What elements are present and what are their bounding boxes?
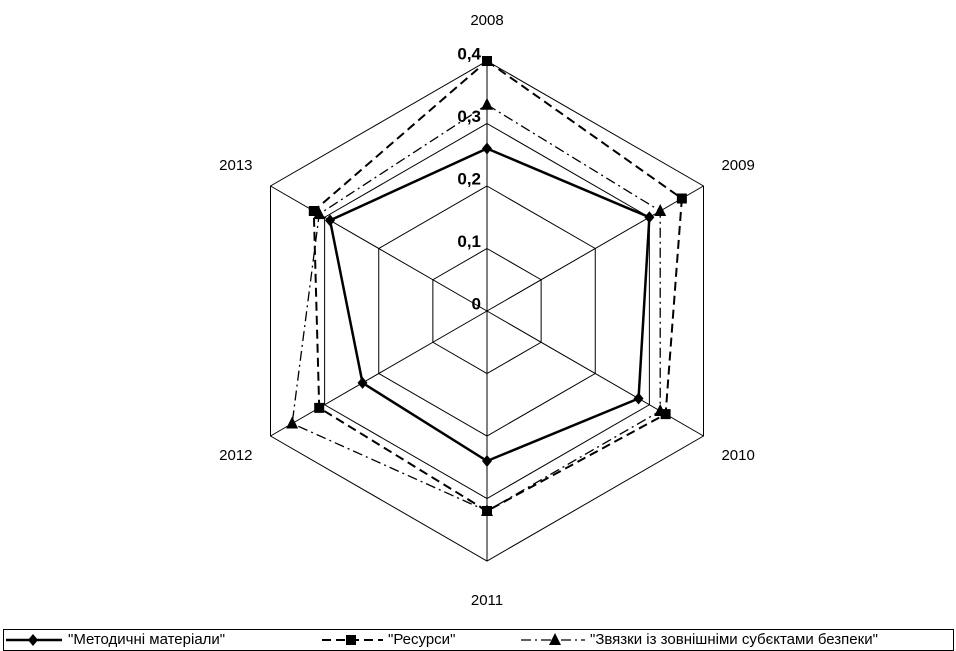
category-label: 2008 [470,12,503,29]
category-label: 2011 [471,592,503,609]
r-tick-label: 0,4 [457,44,481,63]
data-point [644,211,655,224]
spoke [270,310,488,437]
category-label: 2010 [721,447,754,464]
data-point [313,207,326,220]
data-point [314,402,325,413]
legend-label: "Звязки із зовнішніми субєктами безпеки" [590,631,878,648]
data-point [654,404,667,416]
legend-marker [346,635,356,645]
data-point [633,392,644,405]
data-point [308,206,319,216]
r-tick-label: 0,1 [457,232,481,251]
data-point [654,204,667,216]
data-point [286,416,299,429]
data-point [481,97,493,110]
r-tick-label: 0 [472,294,481,313]
spoke [486,185,704,312]
legend-marker [549,633,561,645]
data-point [481,504,493,516]
spoke [270,185,488,312]
r-tick-label: 0,2 [457,169,481,188]
category-label: 2013 [219,157,252,174]
series-line [312,59,683,513]
legend-label: "Методичні матеріали" [68,631,225,648]
data-point [325,214,336,227]
data-point [676,193,687,204]
data-point [357,376,368,389]
data-point [482,142,492,155]
data-point [482,455,492,467]
series-line [328,147,651,463]
data-point [482,56,492,66]
category-label: 2012 [219,447,252,464]
legend-marker [28,634,38,646]
legend-label: "Ресурси" [388,631,455,648]
category-label: 2009 [721,157,754,174]
data-point [660,409,671,420]
